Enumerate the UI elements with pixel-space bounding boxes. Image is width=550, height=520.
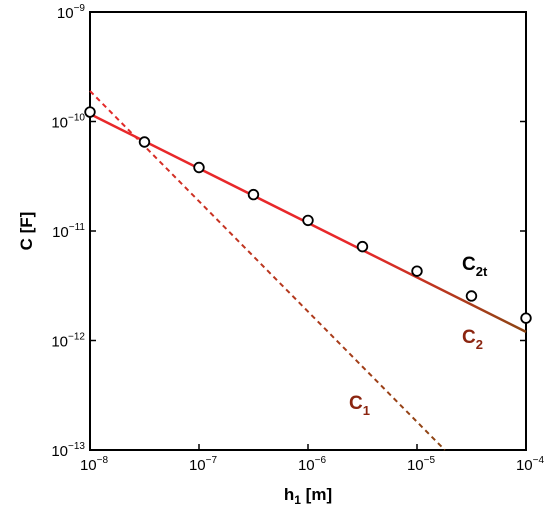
series-label-c2: C2 bbox=[462, 327, 483, 352]
x-axis-title-sub: 1 bbox=[294, 493, 301, 507]
x-tick-label: 10−7 bbox=[189, 455, 218, 474]
series-label-c2t: C2t bbox=[462, 254, 488, 279]
y-tick-label: 10−11 bbox=[52, 222, 85, 241]
data-point-c2t bbox=[520, 312, 532, 324]
x-tick-label: 10−5 bbox=[407, 455, 436, 474]
series-lines bbox=[89, 90, 527, 451]
series-label-c2t-sub: 2t bbox=[476, 264, 488, 279]
x-tick-base: 10 bbox=[298, 457, 315, 474]
x-axis-ticks: 10−8 10−7 10−6 10−5 10−4 bbox=[80, 12, 545, 474]
y-tick-base: 10 bbox=[51, 115, 68, 132]
x-tick-base: 10 bbox=[189, 457, 206, 474]
x-axis-title-main: h bbox=[284, 485, 294, 504]
y-tick-exp: −11 bbox=[69, 222, 86, 233]
data-point-c2t bbox=[411, 265, 423, 277]
y-tick-exp: −9 bbox=[74, 3, 86, 14]
x-axis-title-unit: [m] bbox=[301, 485, 332, 504]
y-tick-exp: −10 bbox=[68, 113, 85, 124]
x-tick-label: 10−4 bbox=[516, 455, 545, 474]
y-tick-label: 10−12 bbox=[51, 332, 85, 351]
data-point-c2t bbox=[302, 214, 314, 227]
x-tick-label: 10−6 bbox=[298, 455, 327, 474]
y-tick-base: 10 bbox=[51, 334, 68, 351]
series-markers bbox=[84, 106, 532, 324]
x-tick-base: 10 bbox=[516, 457, 533, 474]
series-label-c2-main: C bbox=[462, 327, 476, 348]
series-line-c1 bbox=[89, 90, 446, 451]
x-tick-exp: −4 bbox=[533, 455, 545, 466]
x-tick-exp: −7 bbox=[206, 455, 218, 466]
x-tick-exp: −6 bbox=[315, 455, 327, 466]
y-axis-title: C [F] bbox=[17, 212, 36, 251]
series-label-c2t-main: C bbox=[462, 254, 476, 275]
series-label-c1: C1 bbox=[349, 393, 370, 418]
y-tick-base: 10 bbox=[57, 5, 74, 22]
y-tick-exp: −12 bbox=[68, 332, 85, 343]
data-point-c2t bbox=[356, 240, 369, 253]
y-tick-label: 10−10 bbox=[51, 113, 85, 132]
data-point-c2t bbox=[193, 161, 205, 174]
series-label-c1-main: C bbox=[349, 393, 363, 414]
y-tick-exp: −13 bbox=[68, 441, 85, 452]
data-point-c2t bbox=[465, 290, 478, 302]
y-tick-base: 10 bbox=[51, 443, 68, 460]
series-label-c2-sub: 2 bbox=[476, 337, 483, 352]
data-point-c2t bbox=[138, 136, 151, 148]
x-tick-base: 10 bbox=[407, 457, 424, 474]
x-tick-base: 10 bbox=[80, 457, 97, 474]
y-tick-label: 10−9 bbox=[57, 3, 86, 22]
data-point-c2t bbox=[84, 106, 96, 118]
y-tick-base: 10 bbox=[52, 224, 69, 241]
x-tick-exp: −5 bbox=[424, 455, 436, 466]
x-axis-title: h1 [m] bbox=[284, 485, 332, 507]
data-point-c2t bbox=[247, 188, 260, 201]
y-tick-label: 10−13 bbox=[51, 441, 85, 460]
plot-frame bbox=[89, 11, 527, 451]
x-tick-exp: −8 bbox=[97, 455, 109, 466]
x-tick-label: 10−8 bbox=[80, 455, 109, 474]
series-label-c1-sub: 1 bbox=[363, 403, 370, 418]
